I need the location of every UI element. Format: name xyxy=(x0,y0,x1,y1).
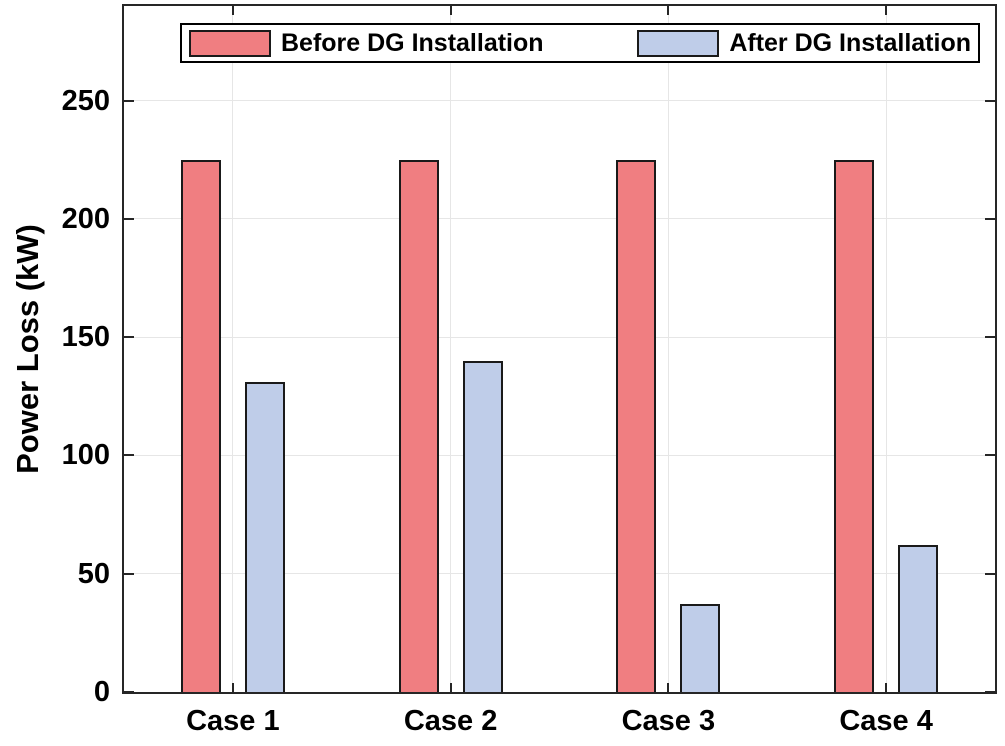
y-gridline-200 xyxy=(124,218,995,220)
x-tick-label-case-2: Case 2 xyxy=(403,705,498,737)
left-y-tick-250 xyxy=(124,99,134,102)
y-gridline-50 xyxy=(124,573,995,575)
x-gridline-case-1 xyxy=(232,6,234,692)
left-y-tick-50 xyxy=(124,572,134,575)
bottom-x-tick-case-2 xyxy=(449,683,452,692)
legend-label-after-dg: After DG Installation xyxy=(729,28,971,57)
bar-after-dg-installation-case-4 xyxy=(898,545,939,692)
right-y-tick-200 xyxy=(985,217,995,220)
legend-swatch-after-dg xyxy=(637,29,720,57)
left-y-tick-100 xyxy=(124,454,134,457)
x-gridline-case-4 xyxy=(885,6,887,692)
y-gridline-100 xyxy=(124,454,995,456)
legend-label-before-dg: Before DG Installation xyxy=(281,28,544,57)
y-tick-label-0: 0 xyxy=(93,676,110,708)
x-gridline-case-2 xyxy=(450,6,452,692)
left-y-tick-0 xyxy=(124,691,134,693)
y-tick-label-50: 50 xyxy=(77,557,110,590)
y-gridline-250 xyxy=(124,100,995,102)
left-y-tick-150 xyxy=(124,336,134,339)
right-y-tick-100 xyxy=(985,454,995,457)
y-tick-label-150: 150 xyxy=(61,321,110,354)
bar-before-dg-installation-case-4 xyxy=(834,159,875,692)
bottom-x-tick-case-1 xyxy=(231,683,234,692)
bar-before-dg-installation-case-2 xyxy=(398,159,439,692)
x-tick-label-case-3: Case 3 xyxy=(621,705,716,737)
bar-before-dg-installation-case-1 xyxy=(180,159,221,692)
x-tick-label-case-1: Case 1 xyxy=(186,705,280,737)
top-x-tick-case-4 xyxy=(885,6,888,15)
legend: Before DG Installation After DG Installa… xyxy=(180,23,980,63)
right-y-tick-250 xyxy=(985,99,995,102)
y-tick-label-250: 250 xyxy=(61,84,110,117)
bottom-x-tick-case-4 xyxy=(885,683,888,692)
x-tick-label-case-4: Case 4 xyxy=(839,705,933,737)
bar-after-dg-installation-case-3 xyxy=(680,604,721,692)
y-tick-label-100: 100 xyxy=(61,439,110,472)
left-y-tick-200 xyxy=(124,217,134,220)
bottom-x-tick-case-3 xyxy=(667,683,670,692)
right-y-tick-0 xyxy=(985,691,995,693)
y-gridline-150 xyxy=(124,336,995,338)
top-x-tick-case-2 xyxy=(449,6,452,15)
legend-swatch-before-dg xyxy=(189,29,271,57)
legend-item-after-dg: After DG Installation xyxy=(637,28,971,57)
top-x-tick-case-3 xyxy=(667,6,670,15)
plot-area: Before DG Installation After DG Installa… xyxy=(122,4,997,694)
bar-before-dg-installation-case-3 xyxy=(616,159,657,692)
x-gridline-case-3 xyxy=(667,6,669,692)
right-y-tick-150 xyxy=(985,336,995,339)
right-y-tick-50 xyxy=(985,572,995,575)
y-tick-label-200: 200 xyxy=(61,202,110,235)
bar-after-dg-installation-case-1 xyxy=(244,382,285,692)
top-x-tick-case-1 xyxy=(231,6,234,15)
bar-after-dg-installation-case-2 xyxy=(462,360,503,692)
legend-item-before-dg: Before DG Installation xyxy=(189,28,544,57)
